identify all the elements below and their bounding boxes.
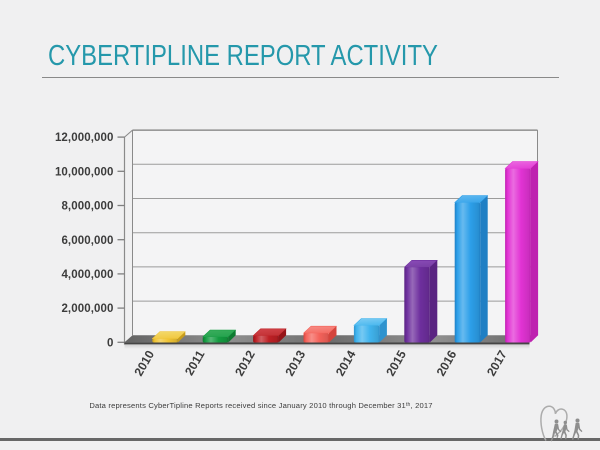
svg-text:2016: 2016 [434, 348, 460, 379]
svg-text:4,000,000: 4,000,000 [61, 269, 113, 281]
svg-text:2015: 2015 [383, 348, 409, 379]
svg-text:2017: 2017 [484, 348, 510, 379]
svg-text:8,000,000: 8,000,000 [61, 201, 113, 213]
svg-text:6,000,000: 6,000,000 [61, 235, 113, 247]
svg-text:2013: 2013 [283, 348, 309, 379]
svg-text:12,000,000: 12,000,000 [55, 132, 114, 144]
svg-text:2014: 2014 [333, 348, 359, 379]
svg-text:0: 0 [107, 337, 114, 349]
svg-text:2012: 2012 [232, 348, 258, 379]
svg-text:2,000,000: 2,000,000 [61, 303, 113, 315]
svg-text:10,000,000: 10,000,000 [55, 166, 114, 178]
svg-text:2011: 2011 [182, 348, 207, 378]
svg-text:2010: 2010 [131, 348, 157, 379]
